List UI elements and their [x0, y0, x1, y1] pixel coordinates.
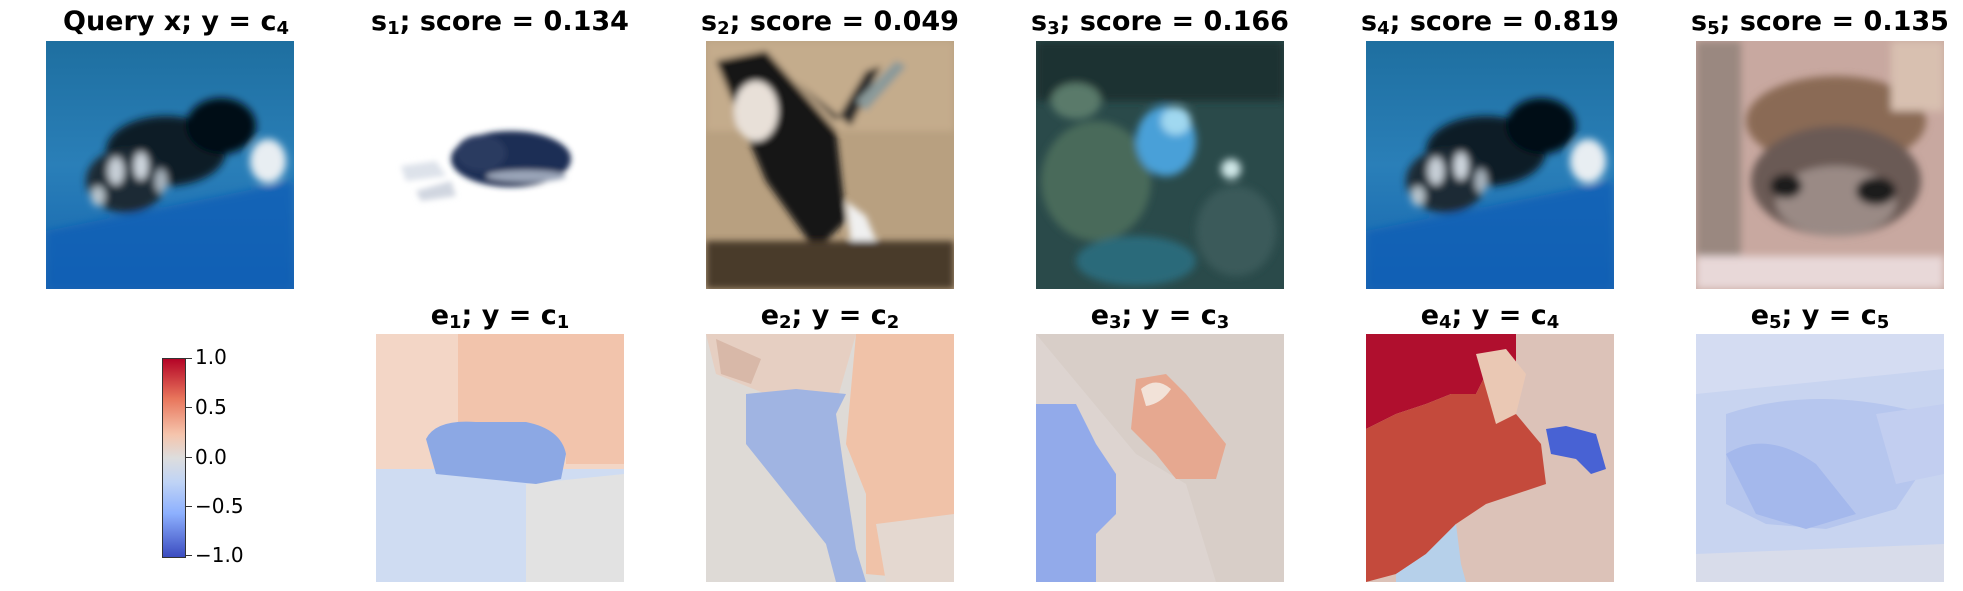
sample-4-title: s4; score = 0.819	[1325, 2, 1655, 49]
sample-1-title: s1; score = 0.134	[335, 2, 665, 49]
sample-1-title-s: s	[371, 6, 388, 37]
sample-2-title: s2; score = 0.049	[665, 2, 995, 49]
sample-4-image-graphic	[1366, 41, 1614, 289]
query-image-graphic	[46, 41, 294, 289]
sample-3-score: ; score = 0.166	[1059, 6, 1289, 37]
explanation-1-title-sub2: 1	[556, 312, 570, 333]
explanation-5-title-mid: ; y = c	[1781, 300, 1877, 331]
sample-1-score: ; score = 0.134	[399, 6, 629, 37]
colorbar-label-4: −0.5	[195, 494, 244, 518]
sample-2-image-graphic	[706, 41, 954, 289]
query-title-text: Query x; y = c	[63, 6, 277, 37]
sample-4-score: ; score = 0.819	[1389, 6, 1619, 37]
explanation-3-title-sub2: 3	[1216, 312, 1230, 333]
sample-1-image	[376, 41, 624, 289]
explanation-4-heatmap-graphic	[1366, 334, 1614, 582]
sample-4-image	[1366, 41, 1614, 289]
sample-5-title: s5; score = 0.135	[1655, 2, 1963, 49]
explanation-2-title-e: e	[760, 300, 779, 331]
query-title: Query x; y = c4	[11, 2, 341, 49]
sample-1-title-sub: 1	[387, 18, 400, 39]
explanation-3-title-mid: ; y = c	[1121, 300, 1217, 331]
explanation-5-heatmap	[1696, 334, 1944, 582]
sample-1-image-graphic	[376, 41, 624, 289]
colorbar-label-3: 0.0	[195, 445, 227, 469]
explanation-4-heatmap	[1366, 334, 1614, 582]
explanation-4-title-e: e	[1420, 300, 1439, 331]
colorbar	[162, 358, 186, 558]
explanation-2-title: e2; y = c2	[665, 296, 995, 343]
sample-2-title-s: s	[701, 6, 718, 37]
explanation-1-title: e1; y = c1	[335, 296, 665, 343]
explanation-3-heatmap-graphic	[1036, 334, 1284, 582]
explanation-5-heatmap-graphic	[1696, 334, 1944, 582]
sample-2-score: ; score = 0.049	[729, 6, 959, 37]
explanation-2-heatmap	[706, 334, 954, 582]
sample-5-score: ; score = 0.135	[1719, 6, 1949, 37]
explanation-2-heatmap-graphic	[706, 334, 954, 582]
explanation-3-title-sub: 3	[1109, 312, 1122, 333]
explanation-1-title-e: e	[430, 300, 449, 331]
sample-2-title-sub: 2	[717, 18, 730, 39]
query-title-sub: 4	[276, 18, 289, 39]
explanation-1-heatmap-graphic	[376, 334, 624, 582]
query-image	[46, 41, 294, 289]
explanation-3-title-e: e	[1090, 300, 1109, 331]
explanation-2-title-sub: 2	[779, 312, 792, 333]
explanation-4-title-mid: ; y = c	[1451, 300, 1547, 331]
sample-3-title-sub: 3	[1047, 18, 1060, 39]
explanation-2-title-sub2: 2	[886, 312, 900, 333]
explanation-4-title: e4; y = c4	[1325, 296, 1655, 343]
colorbar-tick-1	[185, 358, 192, 359]
sample-5-title-sub: 5	[1707, 18, 1720, 39]
sample-3-title-s: s	[1031, 6, 1048, 37]
colorbar-tick-3	[185, 457, 192, 458]
sample-5-title-s: s	[1691, 6, 1708, 37]
explanation-5-title-sub2: 5	[1876, 312, 1890, 333]
sample-4-title-sub: 4	[1377, 18, 1390, 39]
sample-5-image	[1696, 41, 1944, 289]
explanation-5-title-sub: 5	[1769, 312, 1782, 333]
colorbar-label-1: 1.0	[195, 345, 227, 369]
explanation-5-title-e: e	[1750, 300, 1769, 331]
explanation-3-title: e3; y = c3	[995, 296, 1325, 343]
sample-3-image-graphic	[1036, 41, 1284, 289]
colorbar-tick-4	[185, 506, 192, 507]
sample-5-image-graphic	[1696, 41, 1944, 289]
explanation-4-title-sub2: 4	[1546, 312, 1560, 333]
sample-3-image	[1036, 41, 1284, 289]
colorbar-label-2: 0.5	[195, 395, 227, 419]
explanation-4-title-sub: 4	[1439, 312, 1452, 333]
explanation-3-heatmap	[1036, 334, 1284, 582]
sample-4-title-s: s	[1361, 6, 1378, 37]
colorbar-tick-5	[185, 555, 192, 556]
explanation-5-title: e5; y = c5	[1655, 296, 1963, 343]
explanation-2-title-mid: ; y = c	[791, 300, 887, 331]
sample-3-title: s3; score = 0.166	[995, 2, 1325, 49]
colorbar-label-5: −1.0	[195, 543, 244, 567]
explanation-1-title-sub: 1	[449, 312, 462, 333]
explanation-1-heatmap	[376, 334, 624, 582]
explanation-1-title-mid: ; y = c	[461, 300, 557, 331]
colorbar-tick-2	[185, 407, 192, 408]
sample-2-image	[706, 41, 954, 289]
